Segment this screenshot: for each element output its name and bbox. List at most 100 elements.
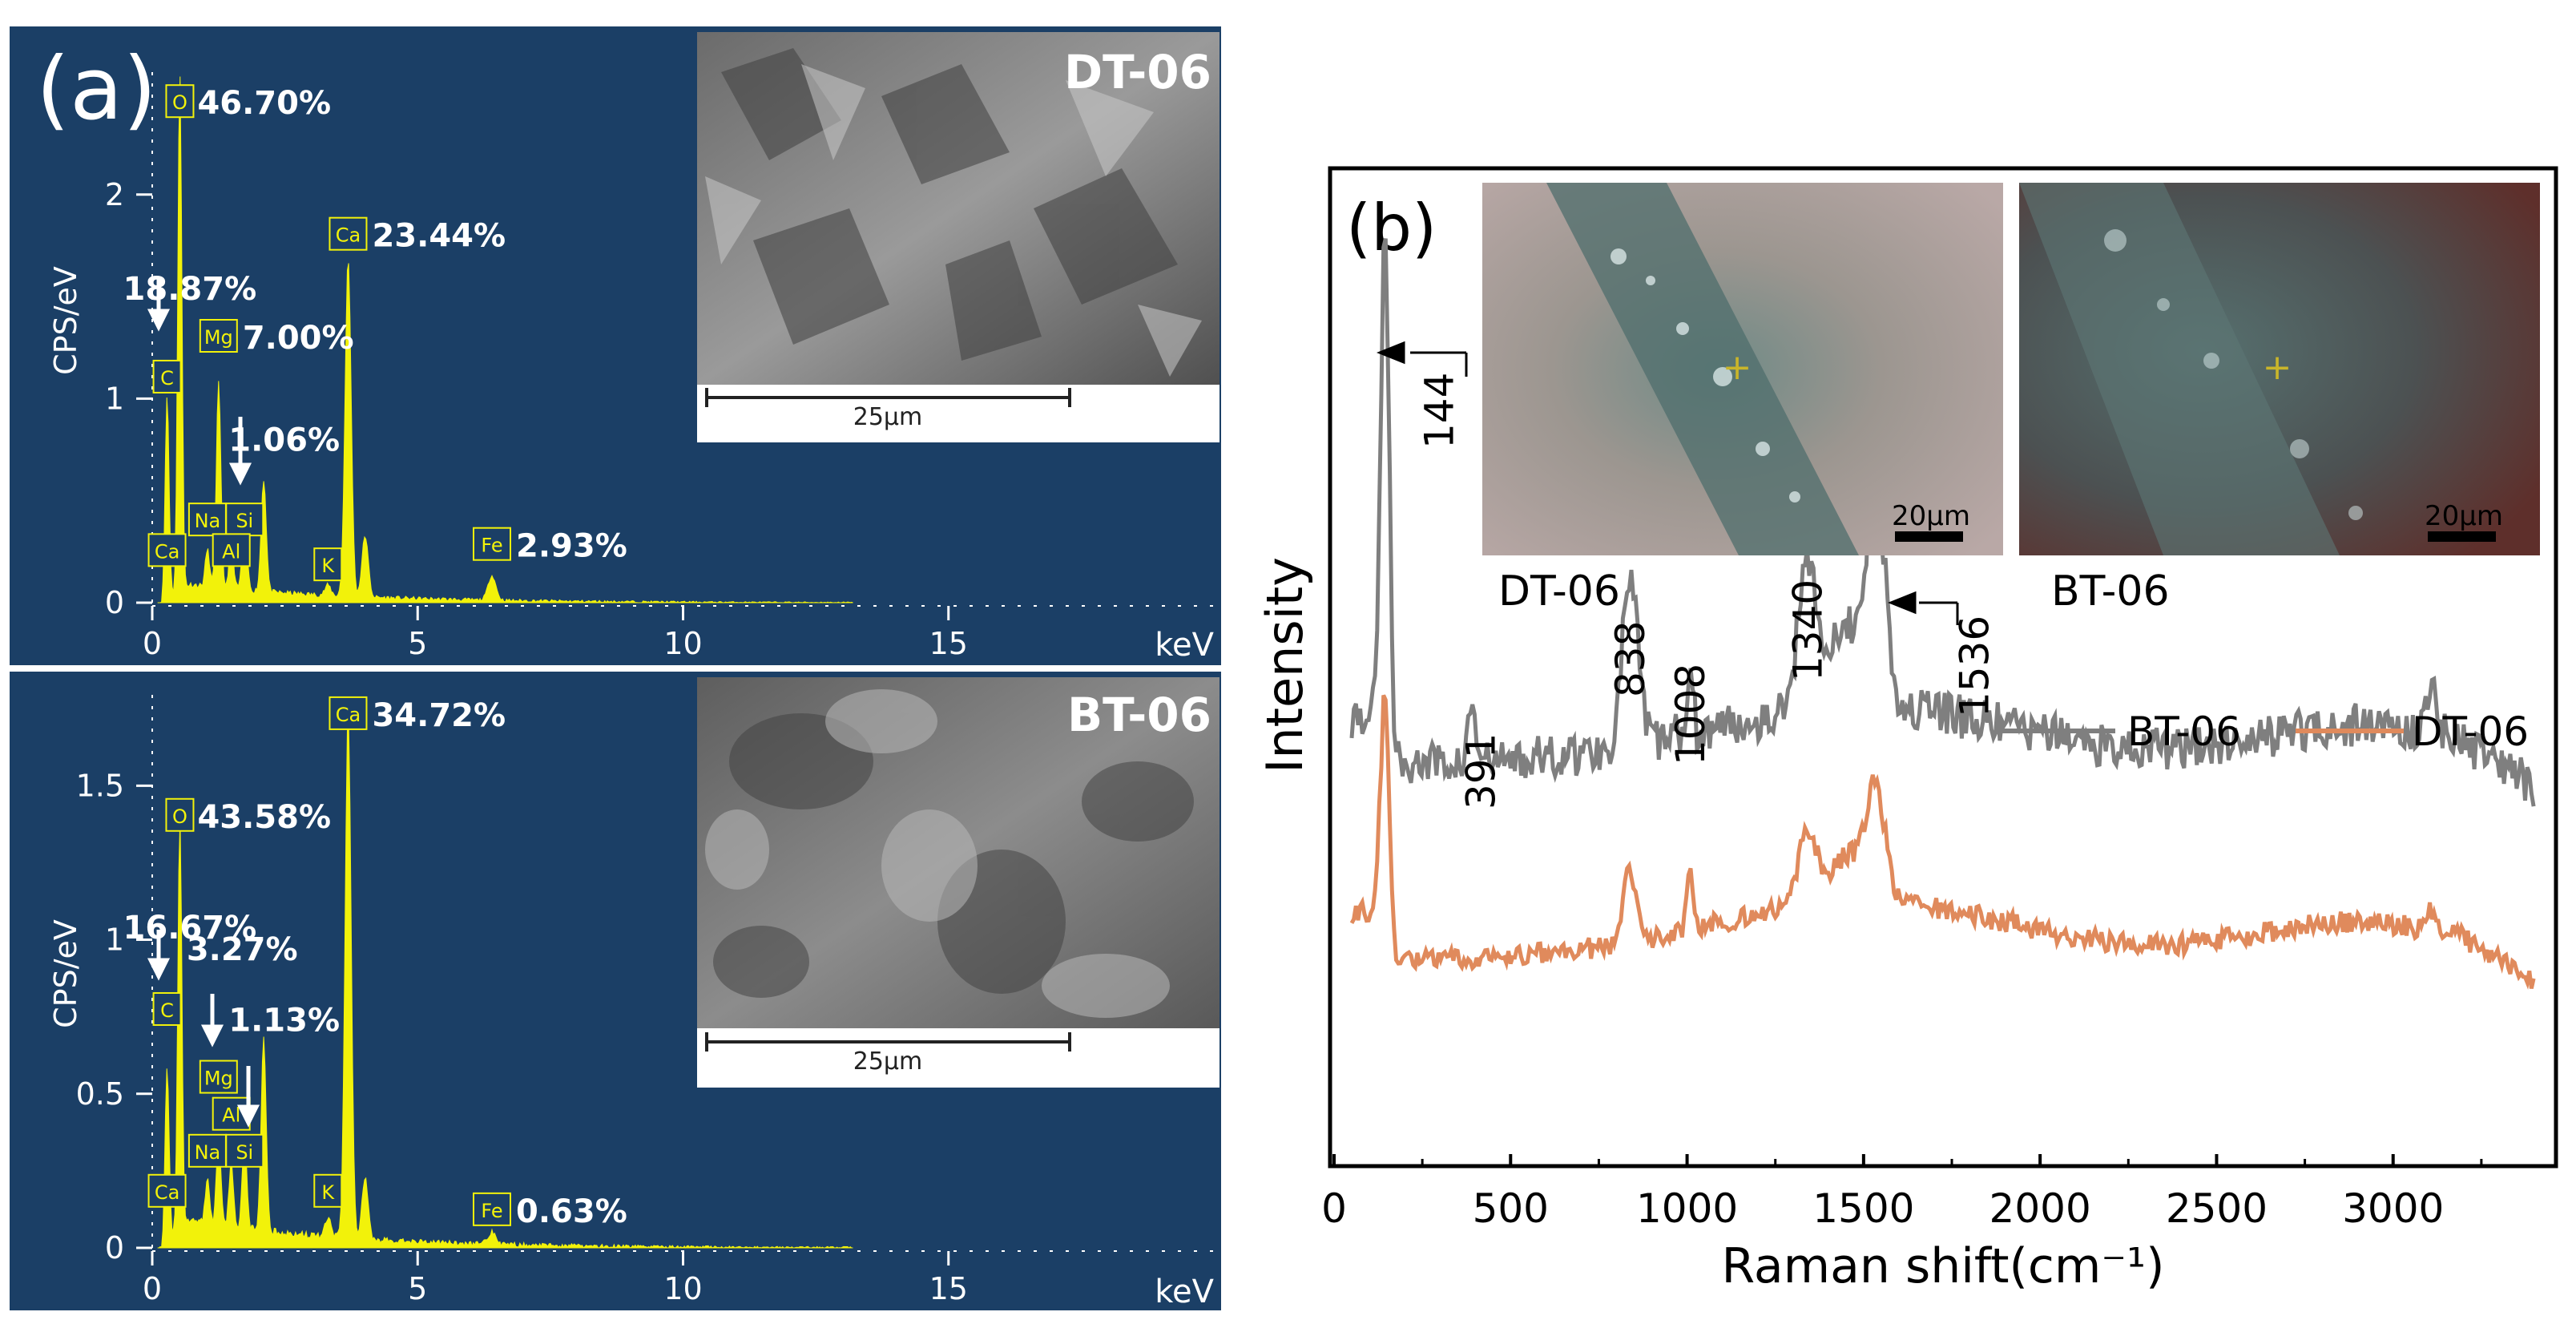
x-tick-label: 5 — [408, 626, 427, 661]
element-percent: 0.63% — [516, 1193, 627, 1230]
raman-y-axis-label: Intensity — [1256, 557, 1314, 773]
raman-legend: BT-06 DT-06 — [1995, 708, 2529, 755]
x-tick-label: 500 — [1473, 1185, 1549, 1232]
x-tick-label: 3000 — [2342, 1185, 2444, 1232]
y-tick-label: 0.5 — [76, 1076, 124, 1112]
x-axis-unit: keV — [1155, 1274, 1214, 1310]
panel-label-b: (b) — [1346, 191, 1437, 265]
element-box — [199, 319, 238, 353]
peak-label: 1008 — [1667, 664, 1714, 765]
peak-arrows — [1376, 341, 1959, 625]
element-box — [212, 533, 251, 567]
eds-arrows — [147, 279, 252, 486]
element-percent: 1.06% — [228, 422, 340, 458]
panel-label-a: (a) — [36, 39, 156, 139]
x-tick-label: 2500 — [2166, 1185, 2268, 1232]
peak-label: 838 — [1607, 621, 1654, 697]
x-tick-label: 0 — [143, 1271, 162, 1306]
y-tick-label: 1 — [105, 922, 124, 958]
micrograph-scale-label: 20μm — [2425, 500, 2503, 532]
eds-spectrum — [157, 76, 853, 603]
element-box — [187, 503, 227, 537]
x-tick-label: 1000 — [1636, 1185, 1738, 1232]
element-symbol: C — [160, 367, 174, 390]
raman-axes: 0 500 1000 1500 2000 2500 3000 — [1321, 1154, 2483, 1232]
micrograph-scale-bar — [1895, 531, 1963, 542]
raman-panel: (b) 0 500 1000 1500 2000 2500 3000 Raman shift… — [1256, 166, 2558, 1294]
element-percent: 1.13% — [228, 1003, 340, 1039]
element-box — [225, 503, 264, 537]
peak-label: 391 — [1457, 733, 1504, 809]
eds-axes: 0 5 10 15 0 1 2 — [105, 72, 1214, 661]
eds-axes: 0 5 10 15 0 0.5 1 1.5 — [76, 693, 1214, 1306]
y-tick-label: 0 — [105, 1230, 124, 1265]
y-axis-label: CPS/eV — [48, 266, 83, 375]
element-symbol: K — [321, 555, 335, 577]
y-tick-label: 1.5 — [76, 768, 124, 803]
element-symbol: Ca — [336, 704, 361, 726]
x-tick-label: 0 — [1321, 1185, 1347, 1232]
y-axis-label: CPS/eV — [48, 919, 83, 1028]
element-symbol: Si — [236, 510, 253, 532]
element-symbol: Fe — [481, 535, 502, 557]
element-box — [225, 1133, 264, 1168]
raman-series-dt06 — [1349, 694, 2536, 990]
micrograph-vein — [1546, 183, 1859, 555]
eds-arrows — [147, 930, 260, 1128]
peak-label: 1340 — [1784, 579, 1831, 681]
element-symbol: C — [160, 999, 174, 1022]
element-box — [313, 547, 343, 582]
x-tick-label: 10 — [663, 1271, 702, 1306]
eds-spectrum — [157, 721, 853, 1249]
element-percent: 2.93% — [516, 528, 627, 565]
element-symbol: K — [321, 1181, 335, 1204]
scale-bar-label: 25μm — [853, 403, 922, 431]
scale-bar — [705, 388, 1071, 407]
y-tick-label: 0 — [105, 585, 124, 620]
raman-peak-labels: 144 391 838 1008 1340 1536 — [1416, 373, 1998, 809]
element-box — [165, 84, 195, 119]
element-symbol: Al — [222, 540, 240, 563]
element-box — [329, 696, 368, 730]
element-symbol: Ca — [336, 224, 361, 247]
element-box — [199, 1060, 238, 1094]
scale-bar — [705, 1032, 1071, 1052]
legend-label-bt06: BT-06 — [2127, 708, 2241, 755]
element-percent: 16.67% — [123, 910, 257, 947]
eds-element-labels: O Ca Mg C Na Si Ca Al K Fe 46.70% 23.44% 7.00% 18.87%… — [123, 84, 627, 582]
element-box — [152, 991, 182, 1026]
element-box — [147, 533, 187, 567]
micrograph-label: BT-06 — [2051, 567, 2170, 616]
micrograph-vein — [2019, 183, 2340, 555]
legend-label-dt06: DT-06 — [2412, 708, 2529, 755]
element-symbol: Na — [195, 1141, 221, 1164]
sem-texture — [721, 48, 1178, 361]
sem-inset-dt06: DT-06 25μm — [697, 32, 1219, 442]
peak-label: 144 — [1416, 373, 1462, 449]
scale-bar-label: 25μm — [853, 1047, 922, 1076]
x-tick-label: 15 — [929, 626, 968, 661]
sem-sample-label: DT-06 — [1064, 45, 1211, 99]
element-symbol: Ca — [155, 540, 179, 563]
element-symbol: Si — [236, 1141, 253, 1164]
raman-series-bt06 — [1349, 238, 2536, 807]
element-symbol: Na — [195, 510, 221, 532]
x-tick-label: 2000 — [1989, 1185, 2091, 1232]
raman-x-axis-label: Raman shift(cm⁻¹) — [1722, 1238, 2165, 1294]
y-tick-label: 2 — [105, 177, 124, 212]
element-symbol: O — [172, 805, 187, 828]
x-axis-unit: keV — [1155, 627, 1214, 664]
crosshair-icon: + — [1723, 347, 1752, 388]
element-box — [152, 359, 182, 394]
element-percent: 43.58% — [197, 799, 331, 836]
peak-label: 1536 — [1952, 616, 1998, 717]
element-box — [165, 797, 195, 832]
element-percent: 46.70% — [197, 85, 331, 122]
element-box — [313, 1173, 343, 1208]
element-symbol: Al — [222, 1104, 240, 1127]
element-percent: 34.72% — [372, 697, 506, 734]
element-box — [473, 1192, 511, 1226]
element-symbol: Mg — [204, 1068, 233, 1090]
